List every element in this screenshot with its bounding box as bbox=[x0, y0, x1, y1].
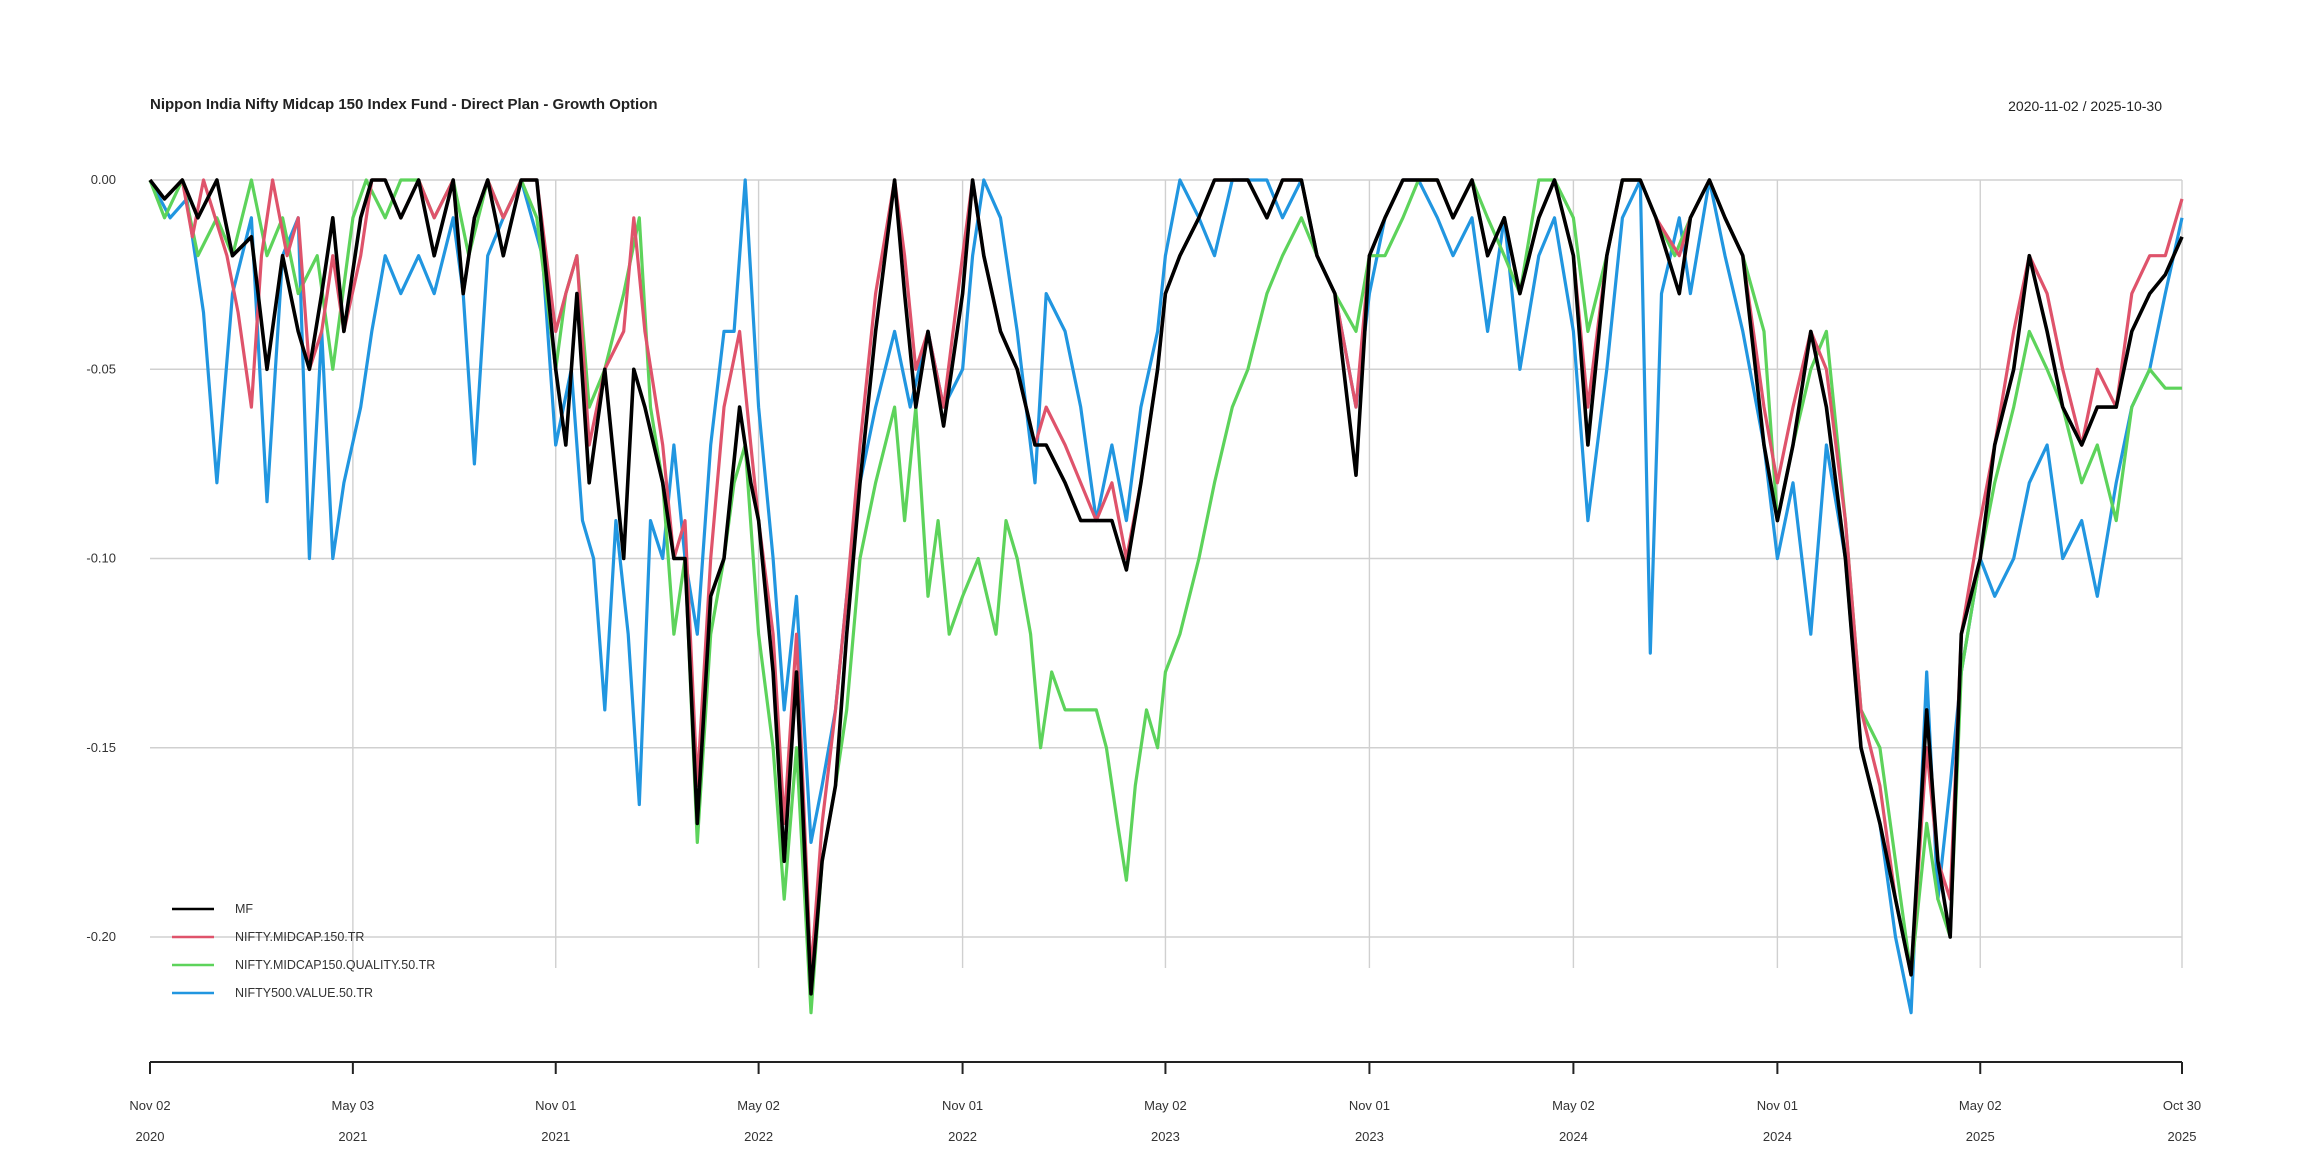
y-tick-label: -0.05 bbox=[86, 361, 116, 376]
x-tick-label: Oct 30 bbox=[2163, 1098, 2201, 1113]
x-tick-label: May 02 bbox=[1552, 1098, 1595, 1113]
y-tick-label: -0.20 bbox=[86, 929, 116, 944]
x-tick-label: Nov 01 bbox=[1349, 1098, 1390, 1113]
x-tick-label: Nov 01 bbox=[942, 1098, 983, 1113]
x-tick-label: Nov 01 bbox=[1757, 1098, 1798, 1113]
date-range-label: 2020-11-02 / 2025-10-30 bbox=[2008, 98, 2162, 114]
y-tick-label: 0.00 bbox=[91, 172, 116, 187]
x-tick-year: 2025 bbox=[1966, 1129, 1995, 1144]
legend: MF NIFTY.MIDCAP.150.TR NIFTY.MIDCAP150.QUA… bbox=[172, 902, 435, 1000]
series-line-mf bbox=[148, 178, 2184, 996]
grid-lines bbox=[150, 179, 2183, 968]
legend-label: NIFTY.MIDCAP.150.TR bbox=[235, 930, 364, 944]
x-tick-label: Nov 02 bbox=[129, 1098, 170, 1113]
legend-label: MF bbox=[235, 902, 253, 916]
x-tick-year: 2021 bbox=[541, 1129, 570, 1144]
y-tick-label: -0.15 bbox=[86, 740, 116, 755]
series-line-nifty-midcap150-quality-50-tr bbox=[148, 178, 2182, 1015]
legend-label: NIFTY.MIDCAP150.QUALITY.50.TR bbox=[235, 958, 435, 972]
chart-title: Nippon India Nifty Midcap 150 Index Fund… bbox=[150, 96, 658, 113]
x-tick-year: 2022 bbox=[948, 1129, 977, 1144]
x-tick-year: 2021 bbox=[338, 1129, 367, 1144]
x-tick-year: 2023 bbox=[1151, 1129, 1180, 1144]
x-tick-year: 2022 bbox=[744, 1129, 773, 1144]
x-tick-label: May 02 bbox=[1959, 1098, 2002, 1113]
x-tick-year: 2025 bbox=[2168, 1129, 2197, 1144]
axes: 0.00 -0.05 -0.10 -0.15 -0.20 Nov 02 2020 May 03… bbox=[86, 172, 2201, 1144]
x-tick-year: 2023 bbox=[1355, 1129, 1384, 1144]
x-tick-year: 2024 bbox=[1763, 1129, 1792, 1144]
x-tick-label: May 03 bbox=[332, 1098, 375, 1113]
y-tick-label: -0.10 bbox=[86, 551, 116, 566]
x-tick-label: May 02 bbox=[1144, 1098, 1187, 1113]
legend-label: NIFTY500.VALUE.50.TR bbox=[235, 986, 373, 1000]
x-tick-label: Nov 01 bbox=[535, 1098, 576, 1113]
x-tick-label: May 02 bbox=[737, 1098, 780, 1113]
x-tick-year: 2020 bbox=[136, 1129, 165, 1144]
x-tick-year: 2024 bbox=[1559, 1129, 1588, 1144]
series-lines bbox=[148, 178, 2184, 1015]
